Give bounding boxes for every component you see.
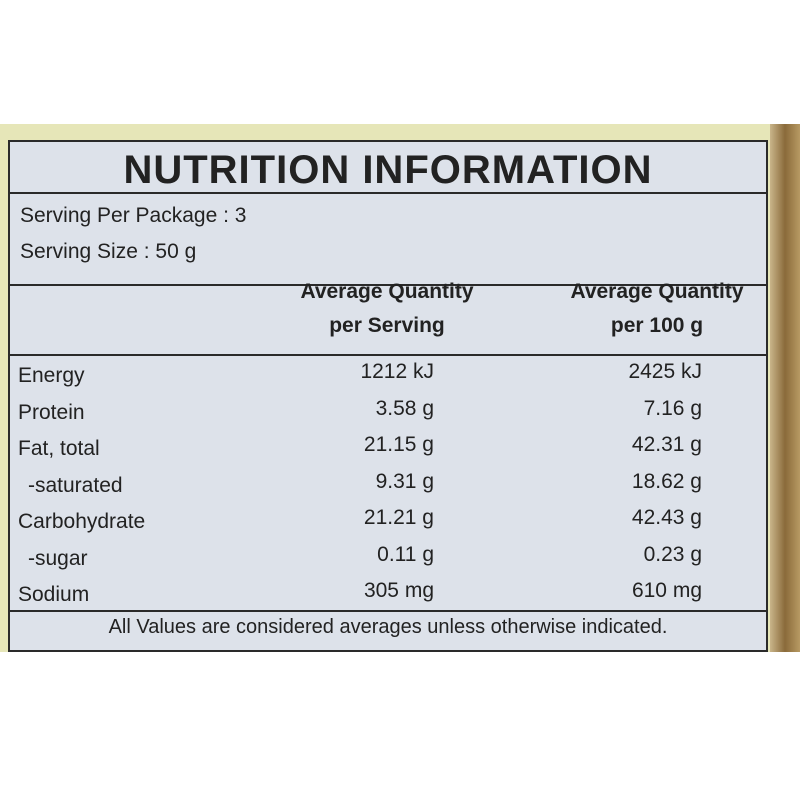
- footer-note: All Values are considered averages unles…: [108, 616, 668, 638]
- column-header: per Serving: [329, 314, 445, 337]
- divider: [10, 354, 766, 356]
- divider: [10, 192, 766, 194]
- nutrition-panel: NUTRITION INFORMATION All Values are con…: [8, 140, 768, 652]
- row-value: 42.43 g: [631, 506, 702, 529]
- row-value: 2425 kJ: [628, 360, 702, 383]
- serving-info: Serving Per Package : 3: [20, 204, 247, 227]
- row-value: 21.21 g: [363, 506, 434, 529]
- row-label: Protein: [18, 400, 85, 424]
- row-value: 1212 kJ: [360, 360, 434, 383]
- column-header: Average Quantity: [570, 280, 744, 303]
- row-label: -saturated: [28, 473, 123, 497]
- serving-info: Serving Size : 50 g: [20, 240, 197, 263]
- divider: [10, 284, 766, 286]
- row-value: 42.31 g: [631, 433, 702, 456]
- row-value: 18.62 g: [631, 469, 702, 493]
- row-label: Fat, total: [18, 437, 100, 460]
- row-value: 610 mg: [631, 579, 702, 602]
- row-label: Energy: [18, 364, 85, 387]
- row-label: Carbohydrate: [18, 510, 146, 533]
- row-label: -sugar: [28, 546, 88, 570]
- row-value: 9.31 g: [375, 469, 434, 493]
- row-value: 7.16 g: [643, 396, 702, 420]
- package-edge: [770, 124, 800, 652]
- row-value: 21.15 g: [363, 433, 434, 456]
- column-header: Average Quantity: [300, 280, 474, 303]
- column-header: per 100 g: [610, 314, 704, 337]
- row-value: 0.11 g: [377, 542, 434, 566]
- divider: [10, 610, 766, 612]
- row-value: 0.23 g: [643, 542, 702, 566]
- row-value: 305 mg: [363, 579, 434, 602]
- row-label: Sodium: [18, 583, 90, 606]
- row-value: 3.58 g: [375, 396, 434, 420]
- title: NUTRITION INFORMATION: [123, 148, 653, 192]
